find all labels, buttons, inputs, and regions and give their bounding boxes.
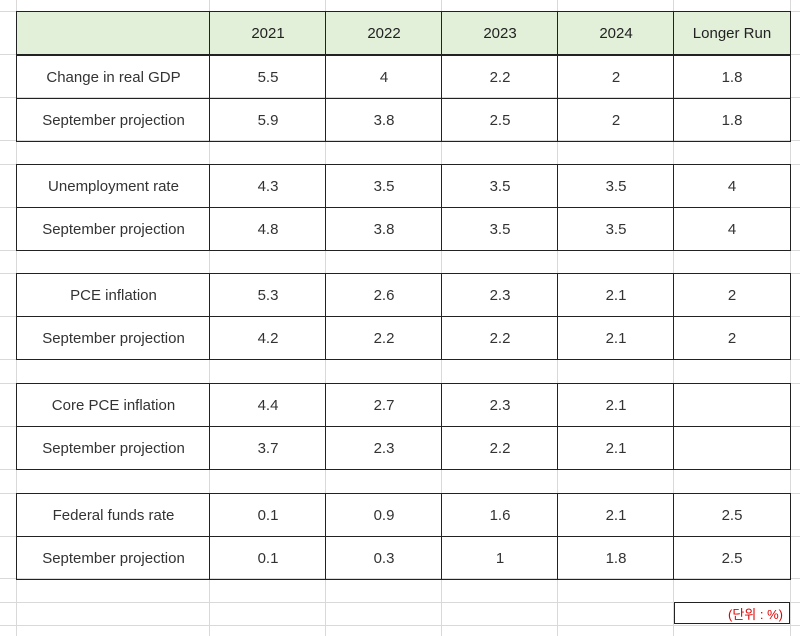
- value-cell: 5.5: [209, 55, 326, 99]
- value-cell: 2.1: [557, 426, 674, 470]
- value-cell: 2.2: [441, 426, 558, 470]
- value-cell: 2.1: [557, 493, 674, 537]
- column-header: Longer Run: [673, 11, 791, 55]
- value-cell: 2.5: [673, 536, 791, 580]
- value-cell: 2.3: [441, 273, 558, 317]
- column-header: 2021: [209, 11, 326, 55]
- value-cell: 3.5: [441, 207, 558, 251]
- value-cell: 1.8: [673, 55, 791, 99]
- value-cell: 3.8: [325, 98, 442, 142]
- value-cell: 1.6: [441, 493, 558, 537]
- row-label: Unemployment rate: [16, 164, 210, 208]
- value-cell: 2: [673, 273, 791, 317]
- value-cell: 0.1: [209, 493, 326, 537]
- row-label: PCE inflation: [16, 273, 210, 317]
- row-label: Federal funds rate: [16, 493, 210, 537]
- value-cell: 4.4: [209, 383, 326, 427]
- value-cell: [673, 383, 791, 427]
- row-label: Core PCE inflation: [16, 383, 210, 427]
- value-cell: 2: [557, 55, 674, 99]
- value-cell: 2.3: [441, 383, 558, 427]
- unit-note: (단위 : %): [674, 602, 790, 624]
- value-cell: 0.9: [325, 493, 442, 537]
- value-cell: 2.2: [325, 316, 442, 360]
- value-cell: 1.8: [673, 98, 791, 142]
- value-cell: 4.2: [209, 316, 326, 360]
- value-cell: 0.1: [209, 536, 326, 580]
- value-cell: 2.2: [441, 55, 558, 99]
- column-header: 2024: [557, 11, 674, 55]
- row-label: September projection: [16, 207, 210, 251]
- value-cell: 3.5: [325, 164, 442, 208]
- value-cell: 0.3: [325, 536, 442, 580]
- value-cell: 3.5: [557, 207, 674, 251]
- row-label: Change in real GDP: [16, 55, 210, 99]
- row-label: September projection: [16, 98, 210, 142]
- value-cell: 5.3: [209, 273, 326, 317]
- value-cell: 3.5: [557, 164, 674, 208]
- row-label: September projection: [16, 316, 210, 360]
- value-cell: 2.5: [673, 493, 791, 537]
- column-header: 2022: [325, 11, 442, 55]
- value-cell: 2.1: [557, 316, 674, 360]
- value-cell: 4: [673, 164, 791, 208]
- value-cell: 4.8: [209, 207, 326, 251]
- value-cell: 1: [441, 536, 558, 580]
- column-header: 2023: [441, 11, 558, 55]
- value-cell: 2.1: [557, 273, 674, 317]
- value-cell: 2.7: [325, 383, 442, 427]
- value-cell: 3.8: [325, 207, 442, 251]
- value-cell: 2.5: [441, 98, 558, 142]
- value-cell: 4.3: [209, 164, 326, 208]
- value-cell: 1.8: [557, 536, 674, 580]
- value-cell: 3.7: [209, 426, 326, 470]
- row-label: September projection: [16, 536, 210, 580]
- row-label: September projection: [16, 426, 210, 470]
- value-cell: 2.2: [441, 316, 558, 360]
- value-cell: 2.6: [325, 273, 442, 317]
- value-cell: 2.3: [325, 426, 442, 470]
- header-corner-cell: [16, 11, 210, 55]
- value-cell: 2: [557, 98, 674, 142]
- value-cell: 3.5: [441, 164, 558, 208]
- value-cell: 4: [325, 55, 442, 99]
- value-cell: [673, 426, 791, 470]
- value-cell: 2: [673, 316, 791, 360]
- value-cell: 4: [673, 207, 791, 251]
- value-cell: 2.1: [557, 383, 674, 427]
- value-cell: 5.9: [209, 98, 326, 142]
